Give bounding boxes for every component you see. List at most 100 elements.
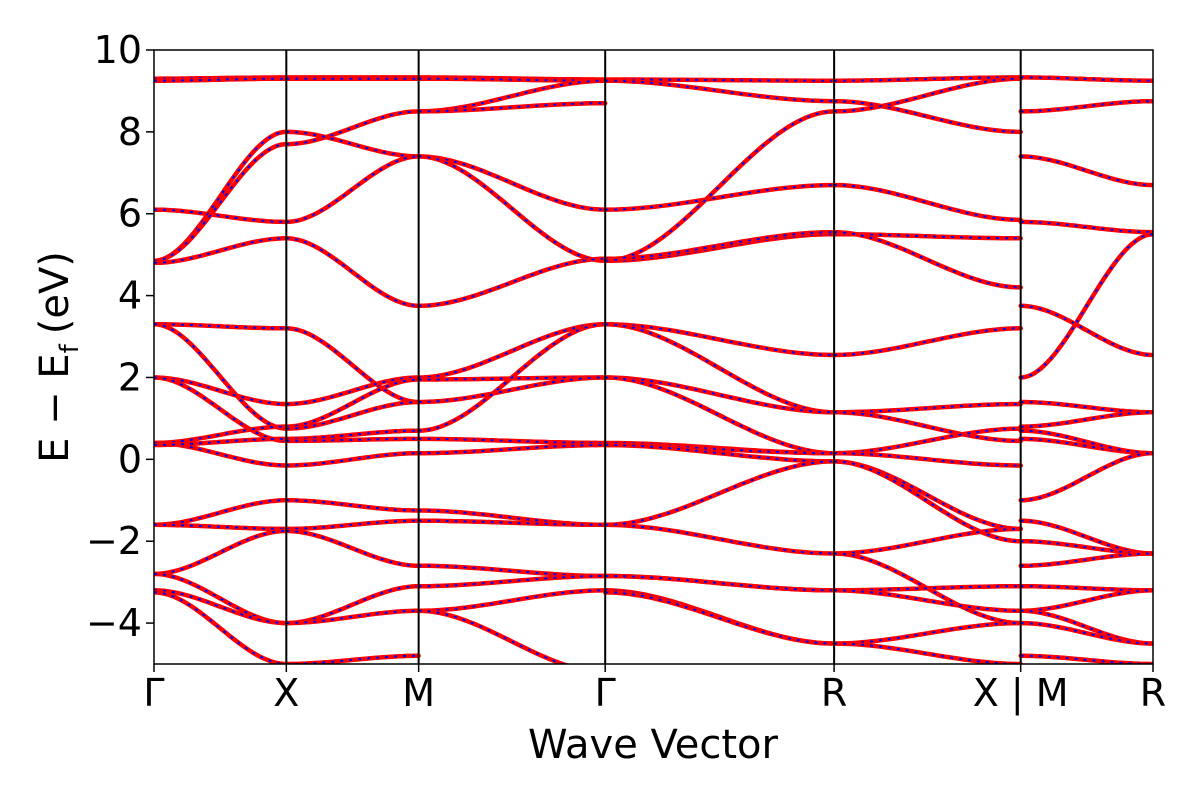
band-line-dashed	[605, 376, 835, 455]
band-line-dashed	[1020, 233, 1153, 379]
band-line-dashed	[605, 323, 835, 414]
band-line-dashed	[418, 102, 606, 113]
x-tick-label: Γ	[595, 671, 616, 715]
band-line-dashed	[154, 77, 287, 82]
band-line	[831, 410, 1023, 444]
y-tick-label: 6	[118, 192, 142, 236]
band-line-dashed	[834, 231, 1021, 289]
band-line-dashed	[834, 76, 1021, 82]
y-tick-label: −4	[86, 601, 142, 645]
band-line	[831, 182, 1023, 223]
band-line-dashed	[154, 143, 287, 262]
band-line	[831, 76, 1023, 114]
kpoint-lines	[285, 50, 1022, 664]
band-line-dashed	[286, 437, 419, 442]
band-line-dashed	[286, 499, 419, 512]
x-axis: Γ X M Γ R X | M R	[143, 664, 1166, 716]
band-line	[284, 109, 421, 147]
band-line	[1018, 410, 1153, 429]
band-line	[284, 608, 421, 626]
band-line-dashed	[286, 155, 419, 223]
band-line	[1018, 428, 1153, 456]
band-line	[831, 326, 1023, 358]
x-tick-label: M	[402, 671, 435, 715]
y-axis-title: E − Ef (eV)	[32, 251, 85, 463]
band-line	[602, 522, 837, 556]
band-line-dashed	[418, 155, 606, 211]
band-line	[284, 129, 421, 159]
band-line-dashed	[605, 231, 835, 260]
band-line-dashed	[605, 460, 835, 526]
band-line	[284, 399, 421, 431]
band-line-dashed	[154, 530, 287, 575]
band-line-dashed	[605, 323, 835, 356]
x-tick-label: R	[1140, 671, 1166, 715]
y-tick-label: 2	[118, 355, 142, 399]
band-line	[1018, 608, 1153, 646]
band-line-dashed	[418, 609, 566, 664]
band-line-dashed	[418, 155, 606, 262]
x-axis-title: Wave Vector	[528, 722, 779, 768]
y-axis-title-unit: (eV)	[32, 251, 78, 334]
band-line	[416, 375, 608, 405]
band-line	[602, 109, 837, 264]
band-line	[831, 229, 1023, 290]
band-line	[154, 528, 289, 577]
band-line	[154, 588, 289, 626]
y-axis: 10 8 6 4 2 0 −2 −4	[86, 28, 154, 645]
band-line-dashed	[1020, 100, 1153, 113]
band-line	[284, 326, 421, 405]
band-line-dashed	[605, 79, 835, 103]
band-line	[154, 322, 289, 431]
band-line	[831, 588, 1023, 614]
y-tick-label: 10	[94, 28, 142, 72]
band-line	[154, 424, 289, 446]
band-line	[831, 526, 1023, 556]
band-line-dashed	[834, 233, 1021, 240]
band-line-dashed	[834, 585, 1021, 592]
x-tick-label: R	[821, 671, 847, 715]
band-line-dashed	[286, 452, 419, 467]
plot-frame	[153, 49, 1154, 665]
band-line	[831, 426, 1023, 456]
band-line	[154, 236, 289, 266]
band-line	[154, 375, 289, 407]
band-line-dashed	[286, 429, 419, 440]
band-line-dashed	[605, 444, 835, 463]
y-axis-title-sub: f	[55, 343, 85, 353]
band-line-dashed	[834, 460, 1021, 543]
x-tick-label: X	[273, 671, 299, 715]
band-line-dashed	[154, 323, 287, 330]
band-line	[416, 256, 608, 309]
band-line-dashed	[834, 460, 1021, 530]
band-line	[284, 375, 421, 407]
band-line	[831, 98, 1023, 135]
y-tick-label: 4	[118, 274, 142, 318]
band-line	[1018, 620, 1153, 646]
band-line-dashed	[834, 403, 1021, 414]
band-line	[284, 450, 421, 468]
band-line-dashed	[1020, 220, 1153, 234]
band-line	[1018, 450, 1153, 503]
band-line	[154, 498, 289, 528]
band-line	[154, 207, 289, 225]
band-line-dashed	[1020, 76, 1153, 82]
band-line-dashed	[605, 376, 835, 414]
x-tick-label: Γ	[143, 671, 164, 715]
band-line	[416, 588, 608, 614]
band-line-dashed	[1020, 552, 1153, 567]
y-axis-title-main: E − E	[32, 353, 78, 463]
band-line-dashed	[286, 519, 419, 530]
band-line	[1018, 538, 1153, 556]
band-line-dashed	[605, 523, 835, 555]
band-line-dashed	[834, 452, 1021, 467]
y-tick-label: 8	[118, 110, 142, 154]
band-line	[154, 590, 289, 664]
band-line	[831, 620, 1023, 646]
band-line-dashed	[605, 184, 835, 211]
band-line-dashed	[418, 323, 606, 379]
band-line	[1018, 154, 1153, 188]
y-tick-label: −2	[86, 519, 142, 563]
band-line-dashed	[154, 208, 287, 223]
band-line-dashed	[418, 437, 606, 444]
